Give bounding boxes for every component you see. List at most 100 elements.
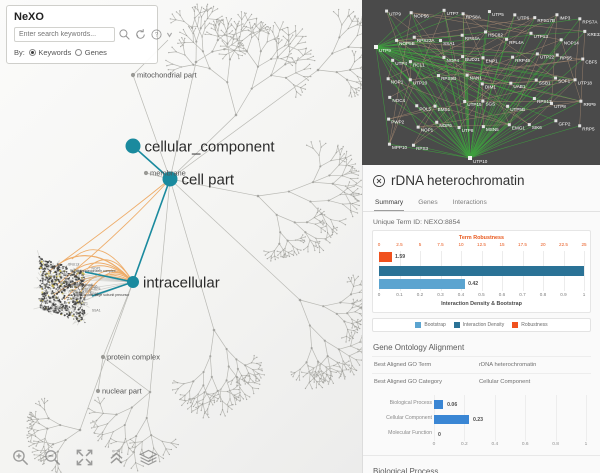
svg-text:RPS6: RPS6 (90, 292, 99, 296)
app-title: NeXO (14, 11, 44, 23)
fit-to-screen-icon[interactable] (75, 448, 94, 467)
radio-keywords[interactable]: Keywords (28, 48, 71, 57)
svg-text:BMS1: BMS1 (438, 107, 451, 112)
go-row-category-value: Cellular Component (479, 379, 531, 385)
x-tick: 0.2 (461, 442, 468, 447)
svg-text:NOP1: NOP1 (69, 289, 78, 293)
tick-top: 7.5 (437, 242, 444, 247)
svg-text:UTP20: UTP20 (413, 80, 428, 85)
search-icon[interactable] (118, 28, 131, 41)
tick-bottom: 0.1 (396, 292, 403, 297)
svg-text:NHP2: NHP2 (48, 274, 57, 278)
svg-text:SSA1: SSA1 (56, 306, 65, 310)
category-label: Cellular Component (386, 415, 432, 421)
zoom-in-icon[interactable] (11, 448, 30, 467)
svg-text:RRP9: RRP9 (82, 289, 91, 293)
svg-text:RPS17B: RPS17B (537, 18, 555, 23)
category-label: Biological Process (389, 400, 432, 406)
gridline (494, 395, 496, 441)
svg-text:cellular_component: cellular_component (145, 139, 276, 156)
help-icon[interactable]: ? (150, 28, 163, 41)
svg-text:UTP18: UTP18 (578, 80, 593, 85)
tick-top: 10 (458, 242, 464, 247)
svg-text:KRE33: KRE33 (587, 32, 600, 37)
network-edges (375, 10, 586, 159)
svg-text:?: ? (155, 33, 159, 39)
zoom-out-icon[interactable] (43, 448, 62, 467)
svg-text:MRP4: MRP4 (73, 292, 83, 296)
tab-interactions[interactable]: Interactions (452, 199, 487, 206)
gene-network-graph[interactable]: UTP9 NOP56 UTP7 RPS8A UTP5 UTP6 RPS17B IMP3 RPS7… (362, 0, 600, 165)
bar-robustness (379, 252, 393, 262)
svg-text:NOP56: NOP56 (414, 13, 430, 18)
tick-bottom: 0 (377, 292, 381, 297)
svg-text:MRP4: MRP4 (70, 297, 80, 301)
x-tick: 1 (584, 442, 588, 447)
chart-bottom-axis-title: Interaction Density & Bootstrap (441, 301, 522, 307)
x-tick: 0.4 (491, 442, 499, 447)
tick-top: 5 (418, 242, 422, 247)
svg-text:RCL1: RCL1 (413, 62, 425, 67)
svg-text:ribonucleoprotein complex: ribonucleoprotein complex (76, 269, 116, 273)
svg-text:RPS6: RPS6 (51, 265, 60, 269)
svg-text:RRP5: RRP5 (582, 126, 595, 131)
tab-summary[interactable]: Summary (374, 196, 405, 211)
search-row[interactable]: ? (14, 27, 173, 42)
search-input[interactable] (14, 27, 115, 42)
radio-genes[interactable]: Genes (75, 48, 107, 57)
gridline (555, 395, 557, 441)
radio-keywords-dot[interactable] (28, 49, 36, 56)
x-tick: 0.6 (521, 442, 529, 447)
close-circle-icon[interactable] (372, 174, 386, 188)
svg-text:RPL3: RPL3 (46, 300, 55, 304)
svg-text:UTP9: UTP9 (389, 12, 401, 17)
svg-text:NOP6: NOP6 (439, 123, 452, 128)
bar-value: 0.42 (468, 281, 479, 287)
bar-value: 0 (438, 432, 441, 438)
detail-tabs[interactable]: Summary Genes Interactions (363, 193, 600, 212)
svg-text:MPP10: MPP10 (392, 145, 408, 150)
tick-top: 22.5 (559, 242, 568, 247)
tree-nodes[interactable] (26, 3, 362, 473)
search-panel[interactable]: NeXO ? By: Keywords (6, 5, 173, 64)
svg-text:SOF1: SOF1 (558, 79, 570, 84)
layers-icon[interactable] (139, 448, 158, 467)
gridline (584, 251, 585, 291)
svg-text:NOP14: NOP14 (564, 40, 580, 45)
svg-text:cell part: cell part (182, 172, 235, 189)
legend-swatch (453, 322, 460, 328)
svg-text:NHP2: NHP2 (50, 296, 59, 300)
canvas-toolbar[interactable] (0, 442, 362, 473)
svg-text:UTP7: UTP7 (447, 11, 459, 16)
legend-label: Robustness (521, 322, 548, 328)
tab-genes[interactable]: Genes (418, 199, 438, 206)
robustness-chart-card: Term Robustness 0 2.5 5 7.5 10 12.5 15 17.5 20 22… (372, 230, 591, 313)
svg-text:NOP1: NOP1 (72, 294, 81, 298)
ontology-tree-graph[interactable]: ribonucleoprotein complex ribosomal subun… (0, 0, 362, 473)
collapse-icon[interactable] (107, 448, 126, 467)
svg-text:RRP9: RRP9 (43, 307, 52, 311)
x-tick: 0.8 (552, 442, 559, 447)
svg-text:UTP8: UTP8 (554, 104, 566, 109)
svg-text:protein complex: protein complex (107, 353, 160, 362)
bar-value: 0.23 (472, 417, 484, 423)
svg-text:UTP6: UTP6 (517, 15, 529, 20)
chart-plot-area: 1.59 0.42 (379, 251, 585, 291)
network-nodes[interactable] (374, 8, 587, 160)
network-labels: UTP9 NOP56 UTP7 RPS8A UTP5 UTP6 RPS17B IMP3 RPS7… (379, 11, 600, 164)
biological-process-title: Biological Process (363, 455, 600, 473)
tick-bottom: 0.6 (498, 292, 506, 297)
tick-top: 20 (540, 242, 546, 247)
radio-genes-dot[interactable] (75, 49, 83, 56)
term-detail-panel[interactable]: rDNA heterochromatin Summary Genes Inter… (362, 165, 600, 473)
ontology-tree-canvas[interactable]: ribonucleoprotein complex ribosomal subun… (0, 0, 362, 473)
refresh-icon[interactable] (134, 28, 147, 41)
svg-text:UTP5: UTP5 (61, 307, 70, 311)
svg-text:SNU13: SNU13 (68, 262, 79, 266)
search-by-row[interactable]: By: Keywords Genes (14, 48, 150, 57)
gene-network-panel[interactable]: UTP9 NOP56 UTP7 RPS8A UTP5 UTP6 RPS17B IMP3 RPS7… (362, 0, 600, 165)
gridline (586, 395, 587, 441)
svg-text:ENP1: ENP1 (486, 58, 498, 63)
svg-text:CBF5: CBF5 (585, 60, 597, 65)
chevron-down-icon[interactable] (166, 30, 173, 40)
